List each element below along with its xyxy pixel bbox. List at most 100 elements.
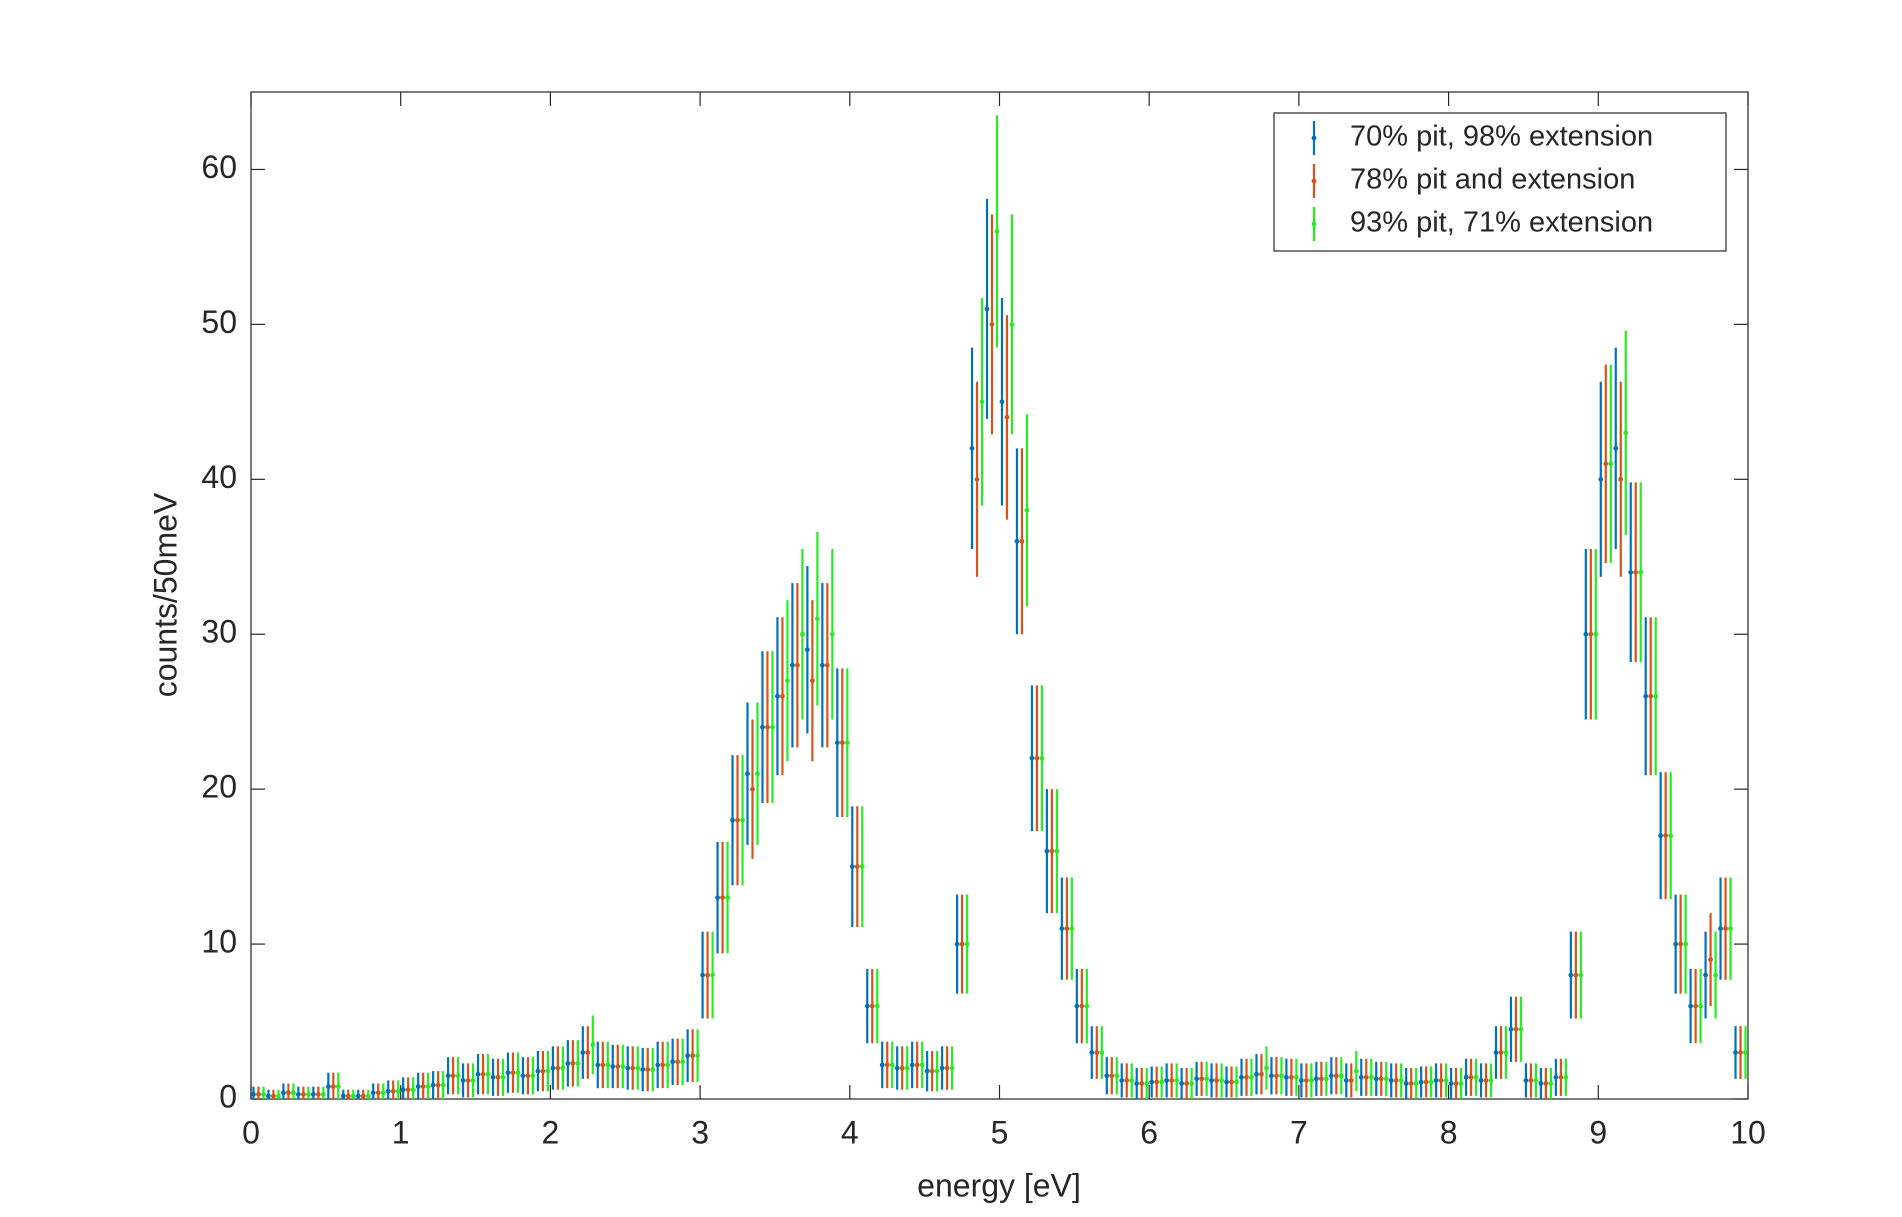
data-point: [1563, 1074, 1569, 1080]
data-point: [954, 941, 960, 947]
data-point: [385, 1088, 391, 1094]
x-tick-label: 4: [841, 1114, 859, 1150]
x-tick-label: 7: [1290, 1114, 1308, 1150]
data-point: [1683, 941, 1689, 947]
data-point: [800, 631, 805, 637]
data-point: [1623, 430, 1629, 436]
data-point: [750, 786, 755, 792]
data-point: [1049, 848, 1055, 854]
data-point: [680, 1059, 686, 1065]
data-point: [1139, 1081, 1145, 1086]
data-point: [1099, 1050, 1105, 1055]
data-point: [1493, 1050, 1499, 1055]
data-point: [1239, 1074, 1244, 1080]
data-point: [1543, 1081, 1549, 1086]
data-point: [1209, 1078, 1214, 1083]
data-point: [1303, 1078, 1309, 1083]
data-point: [715, 895, 720, 900]
data-point: [655, 1062, 661, 1068]
data-point: [1453, 1081, 1459, 1086]
data-point: [1378, 1076, 1384, 1082]
data-point: [1413, 1081, 1419, 1086]
data-point: [1129, 1078, 1135, 1083]
data-point: [969, 445, 975, 451]
data-point: [725, 895, 730, 900]
data-point: [1024, 507, 1030, 513]
data-point: [1298, 1078, 1304, 1083]
data-point: [550, 1065, 556, 1071]
data-point: [1039, 755, 1045, 761]
data-point: [730, 817, 735, 823]
data-point: [1234, 1079, 1239, 1085]
legend-label: 93% pit, 71% extension: [1350, 207, 1653, 239]
data-point: [1064, 926, 1070, 931]
data-point: [1079, 1003, 1085, 1009]
data-point: [770, 724, 775, 730]
data-point: [1548, 1081, 1554, 1086]
data-point: [600, 1062, 606, 1068]
data-point: [390, 1088, 396, 1094]
data-point: [305, 1091, 311, 1097]
data-point: [1738, 1050, 1743, 1055]
data-point: [1358, 1074, 1364, 1080]
data-point: [520, 1073, 526, 1079]
data-point: [1199, 1076, 1204, 1082]
data-point: [445, 1073, 451, 1079]
data-point: [1174, 1078, 1180, 1083]
data-point: [360, 1093, 366, 1099]
data-point: [475, 1071, 481, 1077]
data-point: [1708, 957, 1713, 962]
data-point: [824, 662, 830, 668]
data-point: [1638, 569, 1644, 575]
data-point: [590, 1042, 596, 1048]
data-point: [1743, 1050, 1748, 1055]
data-point: [560, 1065, 566, 1071]
data-point: [760, 724, 765, 730]
data-point: [814, 616, 820, 622]
data-point: [914, 1062, 920, 1068]
data-point: [695, 1053, 701, 1059]
x-axis-label: energy [eV]: [917, 1167, 1081, 1203]
data-point: [595, 1062, 601, 1068]
data-point: [1698, 1003, 1704, 1009]
data-point: [465, 1078, 471, 1083]
data-point: [879, 1062, 885, 1068]
data-point: [355, 1093, 361, 1099]
data-point: [1089, 1050, 1095, 1055]
data-point: [1194, 1076, 1199, 1082]
data-point: [685, 1053, 691, 1059]
data-point: [1553, 1074, 1559, 1080]
data-point: [271, 1093, 276, 1099]
data-point: [630, 1065, 636, 1071]
data-point: [1653, 693, 1659, 699]
data-point: [1054, 848, 1060, 854]
data-point: [266, 1093, 271, 1099]
data-point: [620, 1064, 626, 1069]
data-point: [884, 1062, 890, 1068]
data-point: [1164, 1078, 1170, 1083]
data-point: [330, 1084, 336, 1090]
data-point: [1179, 1081, 1185, 1086]
data-point: [555, 1065, 561, 1071]
data-point: [400, 1087, 406, 1093]
data-point: [1114, 1073, 1120, 1079]
data-point: [894, 1065, 900, 1071]
data-point: [1029, 755, 1035, 761]
data-point: [495, 1074, 501, 1080]
data-point: [1269, 1073, 1274, 1079]
data-point: [979, 399, 985, 405]
data-point: [1328, 1073, 1334, 1079]
data-point: [650, 1067, 656, 1072]
legend-box: [1273, 112, 1727, 252]
data-point: [310, 1091, 316, 1097]
data-point: [1363, 1074, 1369, 1080]
data-point: [525, 1073, 531, 1079]
x-tick-label: 2: [542, 1114, 560, 1150]
data-point: [675, 1059, 681, 1065]
data-point: [849, 864, 855, 870]
data-point: [1034, 755, 1040, 761]
data-point: [1094, 1050, 1100, 1055]
data-point: [809, 678, 815, 684]
